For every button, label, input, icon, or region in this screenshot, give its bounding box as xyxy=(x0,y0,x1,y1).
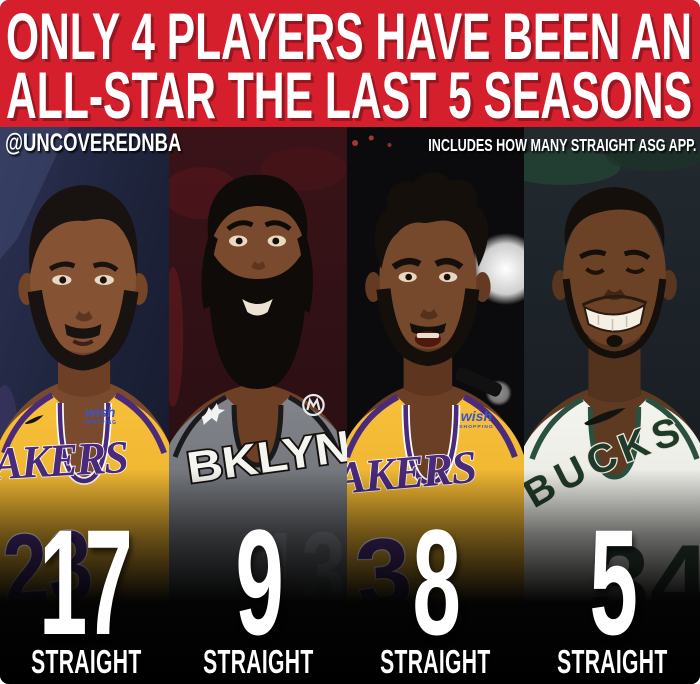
author-handle: @UNCOVEREDNBA xyxy=(5,129,182,157)
wish-sponsor-patch: wish xyxy=(461,408,493,424)
streak-cell: 5 xyxy=(524,507,700,657)
nike-swoosh-icon xyxy=(25,415,44,424)
headline-line2: ALL-STAR THE LAST 5 SEASONS xyxy=(6,58,692,127)
label-cell: STRAIGHT xyxy=(0,645,169,678)
banner-background xyxy=(0,0,700,127)
subtitle-note: INCLUDES HOW MANY STRAIGHT ASG APP. xyxy=(427,135,696,155)
headline-banner-svg: ONLY 4 PLAYERS HAVE BEEN AN ONLY 4 PLAYE… xyxy=(0,0,700,127)
headline-line2-shadow: ALL-STAR THE LAST 5 SEASONS xyxy=(9,61,695,127)
streak-label-giannis: STRAIGHT xyxy=(556,643,668,680)
headline-line1-shadow: ONLY 4 PLAYERS HAVE BEEN AN xyxy=(9,2,695,76)
beard-davis xyxy=(376,288,480,367)
streak-cell: 17 xyxy=(0,507,169,657)
headline-line1: ONLY 4 PLAYERS HAVE BEEN AN xyxy=(6,0,692,73)
wish-sponsor-sub: SHOPPING xyxy=(459,424,494,430)
beard-lebron xyxy=(27,289,139,371)
streak-number-lebron: 17 xyxy=(39,498,133,666)
photo-area: wish SHOPPING AKERS 23 xyxy=(0,127,700,684)
hair-harden xyxy=(207,174,308,249)
hair-lebron xyxy=(29,185,138,277)
beard-giannis xyxy=(562,278,667,359)
nike-swoosh-icon xyxy=(584,408,626,426)
motorola-m-glyph xyxy=(306,397,321,411)
bottom-fade-gradient xyxy=(0,469,700,684)
motorola-icon xyxy=(302,393,325,417)
arena-light-streak xyxy=(0,127,70,259)
streak-numbers-row: 17 9 8 5 xyxy=(0,507,700,657)
streak-label-davis: STRAIGHT xyxy=(380,643,491,680)
streak-cell: 9 xyxy=(169,507,347,657)
wish-sponsor-patch: wish xyxy=(85,405,115,420)
streak-label-lebron: STRAIGHT xyxy=(31,643,142,680)
streak-label-harden: STRAIGHT xyxy=(202,643,314,680)
jordan-jumpman-icon xyxy=(201,403,225,425)
label-cell: STRAIGHT xyxy=(169,645,347,678)
streak-number-giannis: 5 xyxy=(589,498,637,666)
wish-sponsor-sub: SHOPPING xyxy=(84,420,117,426)
headline-banner: ONLY 4 PLAYERS HAVE BEEN AN ONLY 4 PLAYE… xyxy=(0,0,700,127)
arena-signage-blur xyxy=(524,149,621,185)
shoulder-band xyxy=(455,367,502,397)
hair-davis xyxy=(374,172,489,269)
streak-number-harden: 9 xyxy=(235,498,283,666)
streak-cell: 8 xyxy=(347,507,524,657)
byline-row: @UNCOVEREDNBA INCLUDES HOW MANY STRAIGHT… xyxy=(0,127,700,167)
streak-labels-row: STRAIGHT STRAIGHT STRAIGHT STRAIGHT xyxy=(0,645,700,678)
label-cell: STRAIGHT xyxy=(524,645,700,678)
label-cell: STRAIGHT xyxy=(347,645,524,678)
smile-giannis xyxy=(582,302,647,333)
hair-giannis xyxy=(564,187,665,247)
beard-harden xyxy=(209,251,306,389)
streak-number-davis: 8 xyxy=(412,498,461,666)
